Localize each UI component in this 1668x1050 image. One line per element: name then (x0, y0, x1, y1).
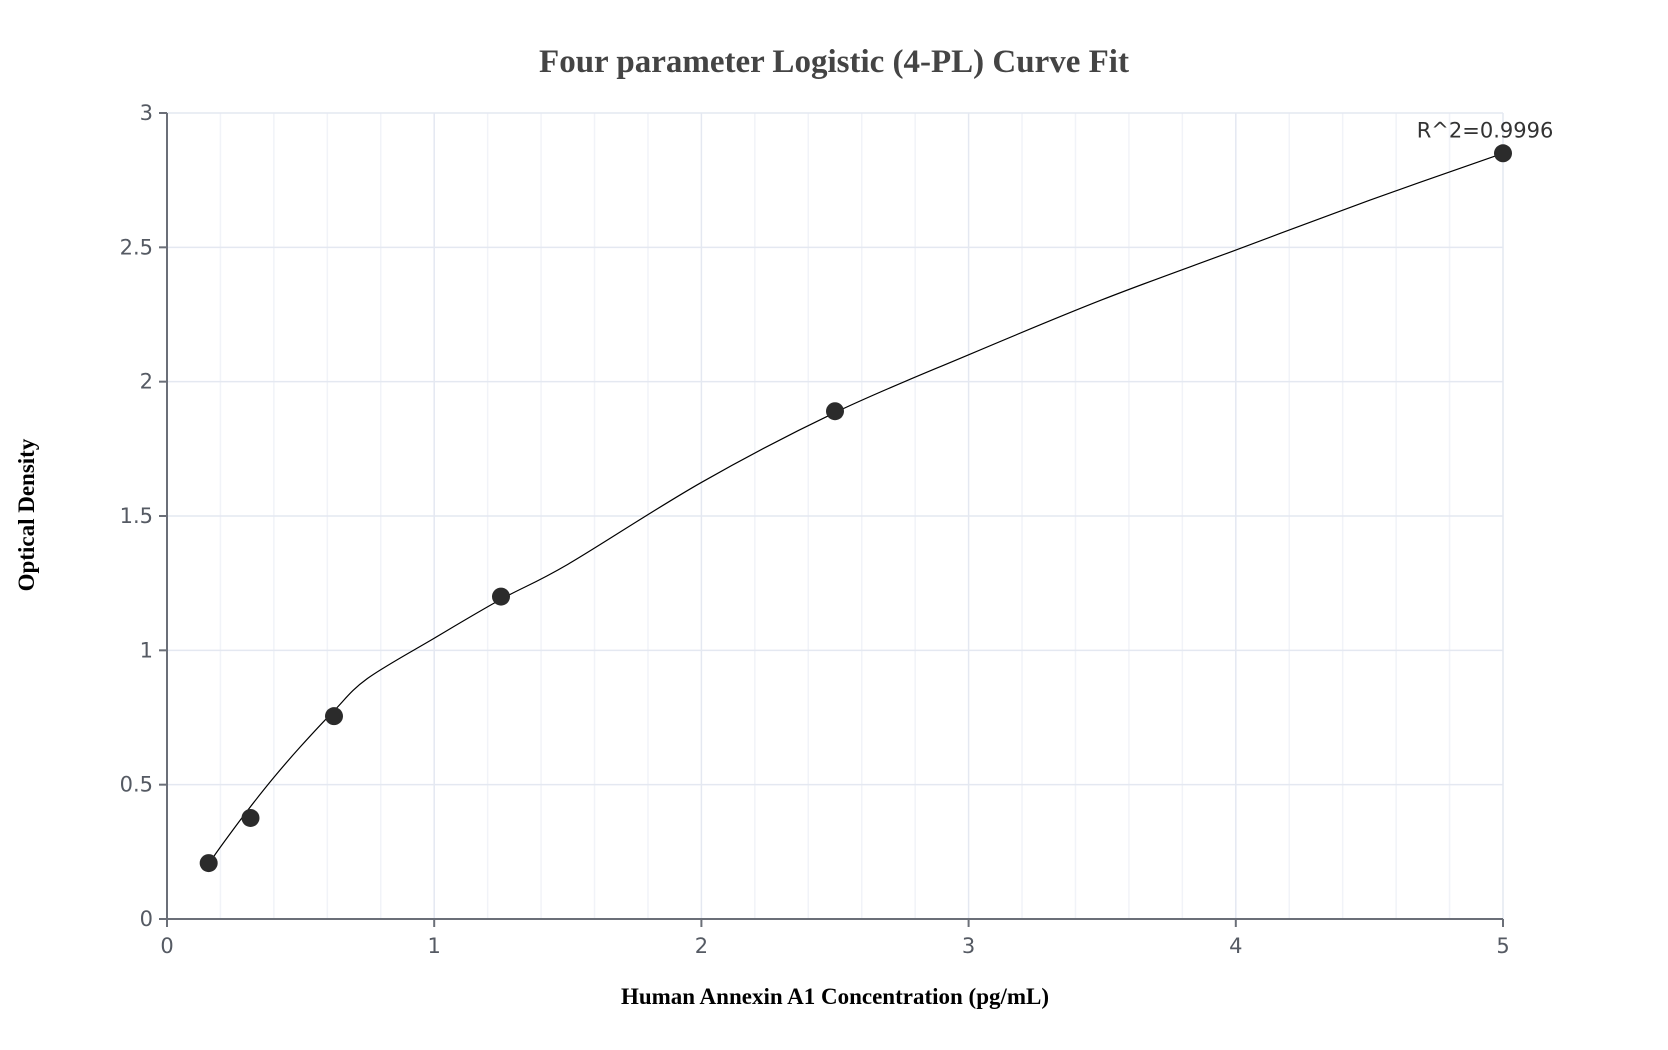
x-tick-label: 0 (160, 934, 173, 958)
x-tick-label: 1 (428, 934, 441, 958)
x-axis-ticks: 0 1 2 3 4 5 (160, 919, 1510, 958)
chart-title: Four parameter Logistic (4-PL) Curve Fit (539, 44, 1129, 80)
y-tick-label: 1 (140, 638, 153, 662)
r-squared-annotation: R^2=0.9996 (1417, 118, 1554, 142)
data-point (199, 854, 218, 873)
fit-curve-line (208, 152, 1504, 865)
x-tick-label: 2 (695, 934, 708, 958)
data-point (492, 587, 510, 606)
y-tick-label: 2.5 (120, 235, 153, 259)
data-point (1494, 144, 1512, 163)
x-tick-label: 3 (962, 934, 975, 958)
y-tick-label: 3 (140, 101, 153, 125)
y-axis-title: Optical Density (14, 438, 39, 591)
data-point (325, 707, 343, 726)
y-tick-label: 0.5 (120, 773, 153, 797)
y-tick-label: 2 (140, 370, 153, 394)
major-gridlines (167, 112, 1504, 919)
x-tick-label: 5 (1496, 934, 1509, 958)
data-point (826, 402, 844, 421)
y-axis-ticks: 0 0.5 1 1.5 2 2.5 3 (120, 101, 167, 931)
data-point-markers (199, 144, 1512, 873)
x-tick-label: 4 (1229, 934, 1242, 958)
y-tick-label: 0 (140, 907, 153, 931)
data-point (241, 808, 260, 827)
y-tick-label: 1.5 (120, 504, 153, 528)
x-axis-title: Human Annexin A1 Concentration (pg/mL) (621, 984, 1049, 1009)
